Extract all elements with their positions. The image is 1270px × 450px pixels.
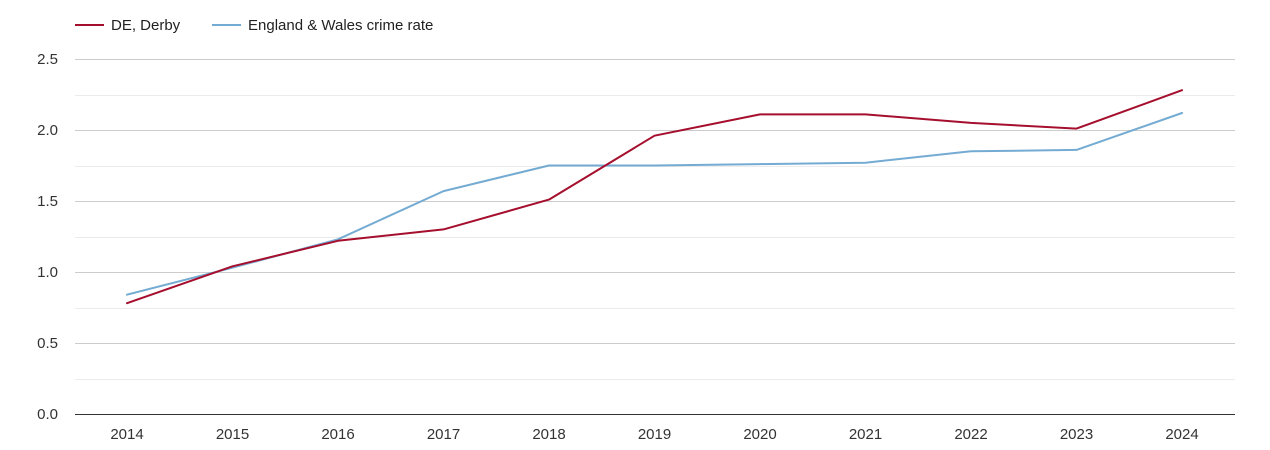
x-tick-label: 2015 xyxy=(216,426,249,443)
x-tick-label: 2021 xyxy=(849,426,882,443)
y-tick-label: 1.5 xyxy=(37,193,58,210)
x-tick-label: 2022 xyxy=(954,426,987,443)
y-tick-label: 0.0 xyxy=(37,406,58,423)
y-tick-label: 1.0 xyxy=(37,264,58,281)
y-tick-label: 2.0 xyxy=(37,122,58,139)
legend: DE, Derby England & Wales crime rate xyxy=(75,17,433,34)
x-tick-label: 2018 xyxy=(532,426,565,443)
legend-label-derby: DE, Derby xyxy=(111,17,181,34)
x-tick-label: 2016 xyxy=(321,426,354,443)
series-line-derby xyxy=(126,89,1183,305)
series-line-england-wales xyxy=(126,112,1183,296)
series-lines xyxy=(126,89,1183,305)
x-tick-label: 2023 xyxy=(1060,426,1093,443)
x-tick-label: 2024 xyxy=(1165,426,1198,443)
x-axis-tick-labels: 2014 2015 2016 2017 2018 2019 2020 2021 2022 2023… xyxy=(110,426,1198,443)
gridlines xyxy=(75,59,1235,380)
x-tick-label: 2020 xyxy=(743,426,776,443)
y-tick-label: 0.5 xyxy=(37,335,58,352)
x-tick-label: 2014 xyxy=(110,426,143,443)
legend-label-england-wales: England & Wales crime rate xyxy=(248,17,433,34)
y-axis-tick-labels: 0.0 0.5 1.0 1.5 2.0 2.5 xyxy=(37,51,58,423)
x-tick-label: 2017 xyxy=(427,426,460,443)
y-tick-label: 2.5 xyxy=(37,51,58,68)
x-tick-label: 2019 xyxy=(638,426,671,443)
